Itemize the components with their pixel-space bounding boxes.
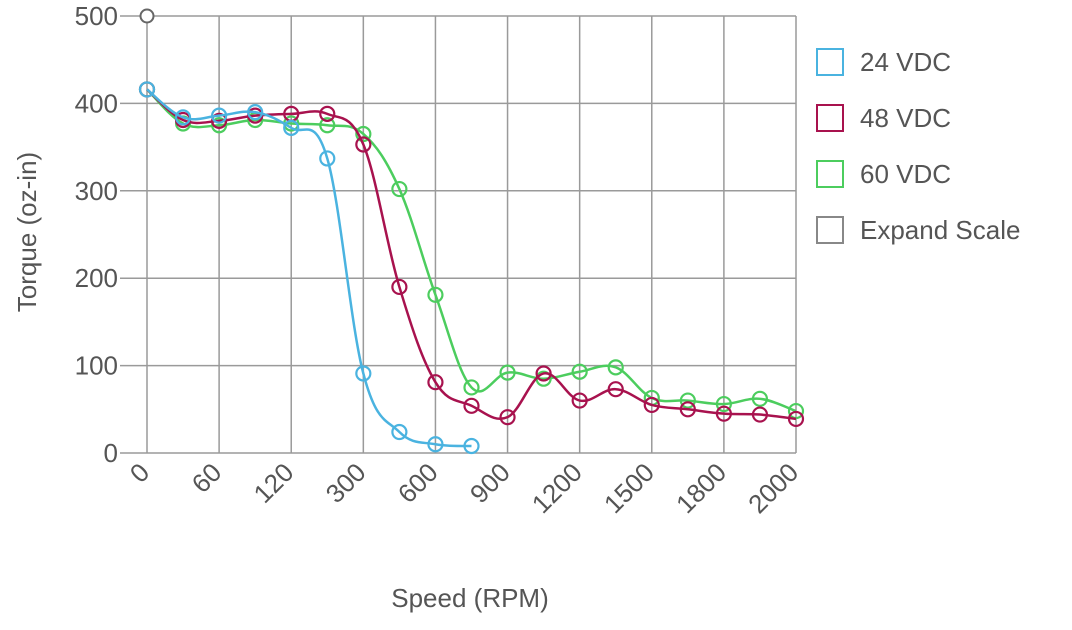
series-layer xyxy=(138,81,805,455)
data-point-48vdc xyxy=(679,401,696,418)
x-tick-label: 1500 xyxy=(598,457,660,519)
data-point-60vdc xyxy=(319,117,336,134)
data-point-48vdc xyxy=(211,112,228,129)
data-point-48vdc xyxy=(787,410,805,428)
x-tick-label: 300 xyxy=(320,457,372,509)
data-point-24vdc xyxy=(463,437,480,455)
y-tick-label: 300 xyxy=(75,176,118,206)
data-point-48vdc xyxy=(427,374,444,391)
y-tick-label: 400 xyxy=(75,88,118,118)
data-point-24vdc xyxy=(138,81,156,98)
legend-label-24vdc: 24 VDC xyxy=(860,46,952,77)
data-point-60vdc xyxy=(679,392,696,409)
data-point-24vdc xyxy=(391,423,408,441)
data-point-60vdc xyxy=(715,395,732,413)
data-point-60vdc xyxy=(355,125,372,143)
legend-swatch-60vdc[interactable] xyxy=(816,160,844,188)
data-point-48vdc xyxy=(643,396,660,414)
legend-label-48vdc: 48 VDC xyxy=(860,102,952,133)
legend-item-24vdc[interactable]: 24 VDC xyxy=(816,34,1020,90)
data-point-60vdc xyxy=(463,379,480,396)
data-point-48vdc xyxy=(535,365,552,382)
data-point-48vdc xyxy=(463,397,480,414)
series-line-48vdc xyxy=(146,88,797,421)
legend: 24 VDC 48 VDC 60 VDC Expand Scale xyxy=(816,34,1020,258)
series-line-60vdc xyxy=(146,88,797,413)
y-tick-label: 0 xyxy=(104,438,118,468)
x-tick-label: 2000 xyxy=(742,457,804,519)
legend-item-48vdc[interactable]: 48 VDC xyxy=(816,90,1020,146)
expand-scale-label: Expand Scale xyxy=(860,214,1021,245)
legend-item-expand-scale[interactable]: Expand Scale xyxy=(816,202,1020,258)
data-point-60vdc xyxy=(751,390,769,407)
x-tick-label: 120 xyxy=(248,457,300,509)
data-point-60vdc xyxy=(499,364,516,381)
data-point-48vdc xyxy=(319,105,336,122)
expand-scale-checkbox[interactable] xyxy=(816,216,844,244)
legend-item-60vdc[interactable]: 60 VDC xyxy=(816,146,1020,202)
data-point-48vdc xyxy=(391,278,408,296)
data-point-24vdc xyxy=(247,104,264,121)
data-point-60vdc xyxy=(427,286,444,303)
series-line-24vdc xyxy=(146,88,472,448)
x-tick-label: 1200 xyxy=(526,457,588,519)
data-point-24vdc xyxy=(174,109,192,126)
x-tick-label: 60 xyxy=(186,457,228,499)
y-tick-label: 100 xyxy=(75,351,118,381)
data-point-48vdc xyxy=(751,406,769,423)
data-point-48vdc xyxy=(607,381,624,398)
legend-swatch-48vdc[interactable] xyxy=(816,104,844,132)
data-point-48vdc xyxy=(499,409,516,426)
data-point-24vdc xyxy=(211,107,228,124)
legend-swatch-24vdc[interactable] xyxy=(816,48,844,76)
grid xyxy=(120,15,797,454)
data-point-48vdc xyxy=(571,392,588,409)
y-axis-title: Torque (oz-in) xyxy=(12,152,42,312)
y-axis-top-marker xyxy=(139,8,155,24)
data-point-48vdc xyxy=(355,136,372,153)
data-point-24vdc xyxy=(319,150,336,167)
data-point-48vdc xyxy=(715,405,732,422)
y-tick-label: 500 xyxy=(75,1,118,31)
y-tick-label: 200 xyxy=(75,263,118,293)
data-point-24vdc xyxy=(427,436,444,453)
x-axis-title: Speed (RPM) xyxy=(391,583,549,613)
data-point-60vdc xyxy=(571,363,588,380)
axes: 0 100 200 300 400 500 0 60 120 300 600 900 1200 1500 1… xyxy=(75,1,805,519)
x-tick-label: 900 xyxy=(464,457,516,509)
data-point-24vdc xyxy=(283,119,300,136)
x-tick-label: 600 xyxy=(392,457,444,509)
x-tick-label: 0 xyxy=(124,457,155,488)
data-point-60vdc xyxy=(391,180,408,198)
data-point-24vdc xyxy=(355,365,372,382)
x-tick-label: 1800 xyxy=(670,457,732,519)
data-point-60vdc xyxy=(211,117,228,134)
data-point-60vdc xyxy=(607,359,624,376)
legend-label-60vdc: 60 VDC xyxy=(860,158,952,189)
